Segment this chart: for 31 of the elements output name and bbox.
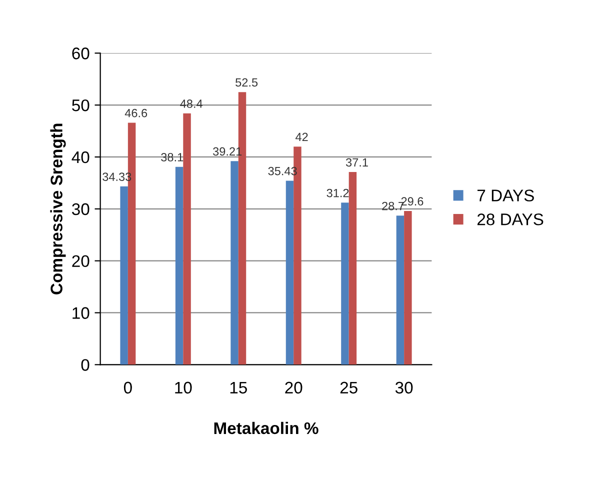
bar xyxy=(404,210,412,365)
data-label: 37.1 xyxy=(346,158,368,167)
bar xyxy=(120,186,128,365)
y-tick-label: 40 xyxy=(72,151,90,164)
y-tick-label: 20 xyxy=(72,255,90,268)
y-tick-label: 0 xyxy=(81,359,90,371)
y-axis-title: Compressive Srength xyxy=(50,124,66,294)
x-tick-label: 15 xyxy=(230,382,247,394)
bar xyxy=(396,216,404,365)
legend-label: 7 DAYS xyxy=(477,190,534,202)
bar xyxy=(286,180,294,365)
x-tick-label: 0 xyxy=(124,382,132,394)
data-label: 31.2 xyxy=(326,188,349,198)
y-tick-label: 60 xyxy=(72,48,90,60)
bar xyxy=(183,113,191,365)
y-tick-label: 10 xyxy=(72,307,90,319)
data-label: 46.6 xyxy=(124,108,148,118)
legend-label: 28 DAYS xyxy=(477,214,544,226)
x-tick-label: 20 xyxy=(285,382,302,394)
y-tick-label: 30 xyxy=(72,203,90,216)
x-axis-title: Metakaolin % xyxy=(214,422,318,434)
bar xyxy=(175,166,184,365)
y-tick-label: 50 xyxy=(72,99,90,112)
bar xyxy=(348,172,357,365)
x-tick-label: 25 xyxy=(340,382,358,394)
data-label: 52.5 xyxy=(236,78,258,87)
bar xyxy=(341,202,349,365)
data-label: 42 xyxy=(295,132,308,142)
x-tick-label: 10 xyxy=(175,382,192,394)
bar xyxy=(230,161,238,365)
x-tick-label: 30 xyxy=(395,382,413,394)
